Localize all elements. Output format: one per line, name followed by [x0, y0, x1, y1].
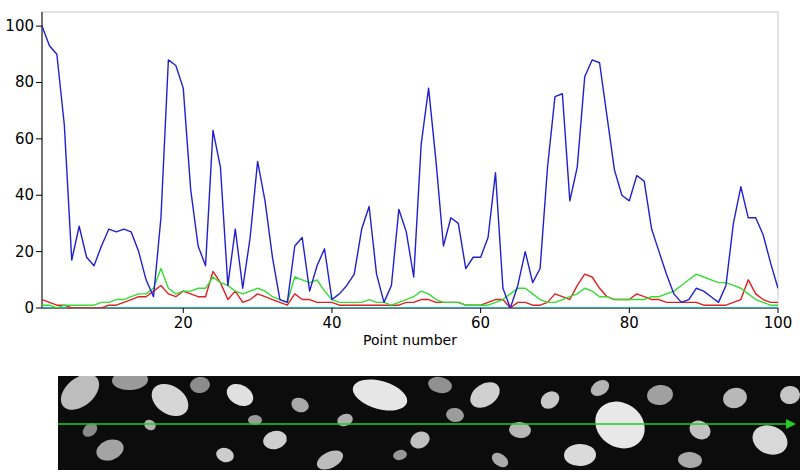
x-tick [183, 308, 184, 313]
x-axis [42, 308, 778, 309]
particle [407, 428, 432, 451]
plot-frame [42, 12, 778, 308]
y-tick [36, 26, 42, 27]
particle [677, 451, 702, 469]
particle [223, 380, 257, 411]
y-tick-label: 100 [5, 17, 34, 35]
micrograph-ground [58, 376, 800, 470]
particle [779, 385, 800, 405]
x-tick-label: 20 [174, 314, 193, 332]
x-tick-label: 60 [471, 314, 490, 332]
particle [314, 447, 346, 470]
particle [189, 376, 211, 394]
x-tick [629, 308, 630, 313]
particle [748, 420, 792, 460]
micrograph [58, 376, 800, 470]
series-group [42, 26, 778, 308]
y-tick-label: 40 [15, 186, 34, 204]
particle [466, 377, 505, 413]
particle [686, 417, 714, 443]
particle [646, 383, 675, 406]
x-axis-title: Point number [363, 332, 457, 348]
x-tick-label: 80 [620, 314, 639, 332]
x-tick [331, 308, 332, 313]
y-tick-label: 0 [24, 299, 34, 317]
y-tick [36, 251, 42, 252]
particle [392, 449, 408, 462]
y-tick [36, 82, 42, 83]
particle [335, 412, 354, 429]
particle [289, 395, 311, 415]
y-tick-label: 60 [15, 130, 34, 148]
particle [261, 428, 289, 452]
x-tick-label: 40 [322, 314, 341, 332]
series-line [42, 269, 778, 308]
x-tick-label: 100 [764, 314, 793, 332]
y-tick-label: 80 [15, 73, 34, 91]
y-axis [42, 12, 43, 308]
x-tick [778, 308, 779, 313]
particle [93, 436, 126, 464]
particle [427, 376, 454, 395]
scan-arrow [786, 419, 796, 429]
y-tick [36, 138, 42, 139]
particle [142, 418, 157, 433]
particle [445, 407, 465, 424]
series-line [42, 26, 778, 308]
particle [80, 420, 100, 439]
particle [721, 385, 749, 410]
chart: 0 20 40 60 80 100 20 40 60 80 100 Point number [0, 0, 803, 472]
particle [58, 376, 106, 417]
scan-line [58, 423, 788, 425]
particle [112, 376, 149, 391]
particle [146, 377, 195, 423]
series-line [42, 307, 778, 308]
x-tick [480, 308, 481, 313]
y-tick [36, 195, 42, 196]
y-tick-label: 20 [15, 243, 34, 261]
particle [586, 392, 654, 458]
particle [537, 387, 563, 412]
particle [214, 446, 235, 465]
particle [489, 450, 511, 470]
y-tick [36, 308, 42, 309]
particle [349, 376, 411, 416]
particle [588, 377, 612, 399]
particle [564, 443, 597, 466]
